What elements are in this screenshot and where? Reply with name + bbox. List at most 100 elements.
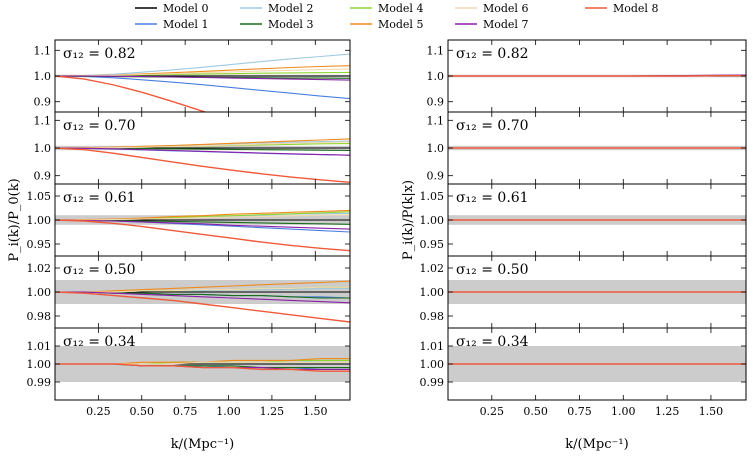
x-tick-label: 1.25	[260, 405, 285, 418]
x-tick-label: 1.50	[303, 405, 328, 418]
legend-entry-model-4: Model 4	[350, 2, 423, 15]
legend-entry-model-8: Model 8	[585, 2, 658, 15]
legend-label: Model 4	[378, 2, 423, 15]
series-line-model-7	[55, 75, 350, 81]
legend-entry-model-2: Model 2	[240, 2, 313, 15]
panel-right-1: 0.9 1.0 1.1 σ₁₂ = 0.82	[427, 39, 747, 113]
legend-label: Model 8	[613, 2, 658, 15]
y-tick-label: 0.95	[27, 238, 52, 251]
right-panel-column: 0.91.01.1 σ₁₂ = 0.820.91.01.1 σ₁₂ = 0.700.…	[401, 39, 747, 452]
y-tick-label: 0.9	[34, 170, 52, 183]
series-line-model-2	[55, 53, 350, 77]
y-tick-label: 0.99	[27, 376, 52, 389]
series-lines	[55, 138, 350, 183]
x-tick-label: 0.25	[480, 405, 505, 418]
y-tick-label: 1.1	[34, 114, 52, 127]
legend-entry-model-6: Model 6	[455, 2, 528, 15]
x-tick-label: 1.50	[699, 405, 724, 418]
legend-entry-model-3: Model 3	[240, 18, 313, 31]
series-lines	[448, 74, 746, 77]
y-tick-label: 0.99	[420, 376, 445, 389]
panel-title: σ₁₂ = 0.70	[63, 118, 136, 134]
series-line-model-8	[55, 75, 208, 112]
panel-right-3: 0.95 1.00 1.05 σ₁₂ = 0.61	[420, 183, 747, 257]
legend-entry-model-0: Model 0	[135, 2, 208, 15]
x-tick-label: 1.00	[611, 405, 636, 418]
x-tick-label: 1.00	[216, 405, 241, 418]
panel-title: σ₁₂ = 0.82	[456, 46, 529, 62]
y-tick-label: 1.05	[27, 190, 52, 203]
series-line-model-6	[55, 214, 350, 221]
panel-title: σ₁₂ = 0.50	[63, 262, 136, 278]
series-line-model-6	[55, 68, 350, 77]
y-tick-label: 1.01	[27, 340, 52, 353]
x-axis-label: k/(Mpc⁻¹)	[565, 437, 628, 452]
panel-left-3: 0.95 1.00 1.05 σ₁₂ = 0.61	[27, 183, 351, 257]
y-tick-label: 0.98	[420, 310, 445, 323]
panel-right-4: 0.98 1.00 1.02 σ₁₂ = 0.50	[420, 255, 747, 329]
left-panel-column: 0.91.01.1 σ₁₂ = 0.820.91.01.1 σ₁₂ = 0.700.…	[7, 39, 351, 452]
panel-title: σ₁₂ = 0.61	[456, 190, 529, 206]
series-line-model-7	[55, 291, 350, 304]
legend-entry-model-7: Model 7	[455, 18, 528, 31]
x-tick-label: 0.50	[130, 405, 155, 418]
series-lines	[55, 358, 350, 372]
legend: Model 0 Model 1 Model 2 Model 3 Model 4 Model…	[135, 2, 658, 31]
y-tick-label: 1.1	[427, 114, 445, 127]
legend-label: Model 1	[163, 18, 208, 31]
x-tick-label: 1.25	[655, 405, 680, 418]
y-tick-label: 1.00	[420, 358, 445, 371]
series-line-model-8	[55, 291, 350, 323]
series-line-model-8	[55, 363, 350, 372]
series-line-model-1	[55, 75, 350, 100]
y-tick-label: 0.9	[427, 96, 445, 109]
legend-entry-model-1: Model 1	[135, 18, 208, 31]
panel-title: σ₁₂ = 0.34	[456, 334, 529, 350]
panel-title: σ₁₂ = 0.82	[63, 46, 136, 62]
x-tick-label: 0.75	[173, 405, 198, 418]
y-axis-label: P_i(k)/P_0(k)	[7, 178, 22, 261]
panel-left-2: 0.9 1.0 1.1 σ₁₂ = 0.70	[34, 111, 351, 185]
panel-title: σ₁₂ = 0.61	[63, 190, 136, 206]
series-lines	[55, 209, 350, 252]
x-tick-label: 0.50	[523, 405, 548, 418]
y-tick-label: 1.0	[427, 142, 445, 155]
panel-right-5: 0.99 1.00 1.01 0.25 0.50 0.75 1.00 1.25 1.50 σ₁₂ …	[420, 327, 747, 418]
y-tick-label: 0.9	[34, 96, 52, 109]
series-lines	[55, 53, 350, 112]
y-tick-label: 1.00	[27, 286, 52, 299]
y-tick-label: 1.0	[34, 142, 52, 155]
legend-label: Model 0	[163, 2, 208, 15]
y-tick-label: 1.00	[27, 358, 52, 371]
y-tick-label: 0.9	[427, 170, 445, 183]
panel-left-1: 0.9 1.0 1.1 σ₁₂ = 0.82	[34, 39, 351, 113]
y-tick-label: 1.0	[427, 70, 445, 83]
legend-label: Model 6	[483, 2, 528, 15]
y-tick-label: 1.00	[420, 214, 445, 227]
legend-label: Model 7	[483, 18, 528, 31]
panel-title: σ₁₂ = 0.50	[456, 262, 529, 278]
series-line-model-7	[55, 219, 350, 230]
y-tick-label: 1.02	[27, 262, 52, 275]
x-axis-label: k/(Mpc⁻¹)	[171, 437, 234, 452]
y-tick-label: 1.1	[34, 44, 52, 57]
y-tick-label: 1.05	[420, 190, 445, 203]
legend-label: Model 5	[378, 18, 423, 31]
series-line-model-5	[55, 280, 350, 293]
legend-label: Model 3	[268, 18, 313, 31]
legend-label: Model 2	[268, 2, 313, 15]
y-tick-label: 1.02	[420, 262, 445, 275]
panel-left-5: 0.99 1.00 1.01 0.25 0.50 0.75 1.00 1.25 1.50 σ₁₂ …	[27, 327, 351, 418]
panel-title: σ₁₂ = 0.70	[456, 118, 529, 134]
panel-title: σ₁₂ = 0.34	[63, 334, 136, 350]
legend-entry-model-5: Model 5	[350, 18, 423, 31]
series-line-model-6	[55, 141, 350, 149]
y-tick-label: 1.00	[420, 286, 445, 299]
series-lines	[55, 280, 350, 323]
y-axis-label: P_i(k)/P(k|x)	[401, 180, 416, 260]
y-tick-label: 0.95	[420, 238, 445, 251]
x-tick-label: 0.25	[86, 405, 111, 418]
panel-right-2: 0.9 1.0 1.1 σ₁₂ = 0.70	[427, 111, 747, 185]
panel-left-4: 0.98 1.00 1.02 σ₁₂ = 0.50	[27, 255, 351, 329]
